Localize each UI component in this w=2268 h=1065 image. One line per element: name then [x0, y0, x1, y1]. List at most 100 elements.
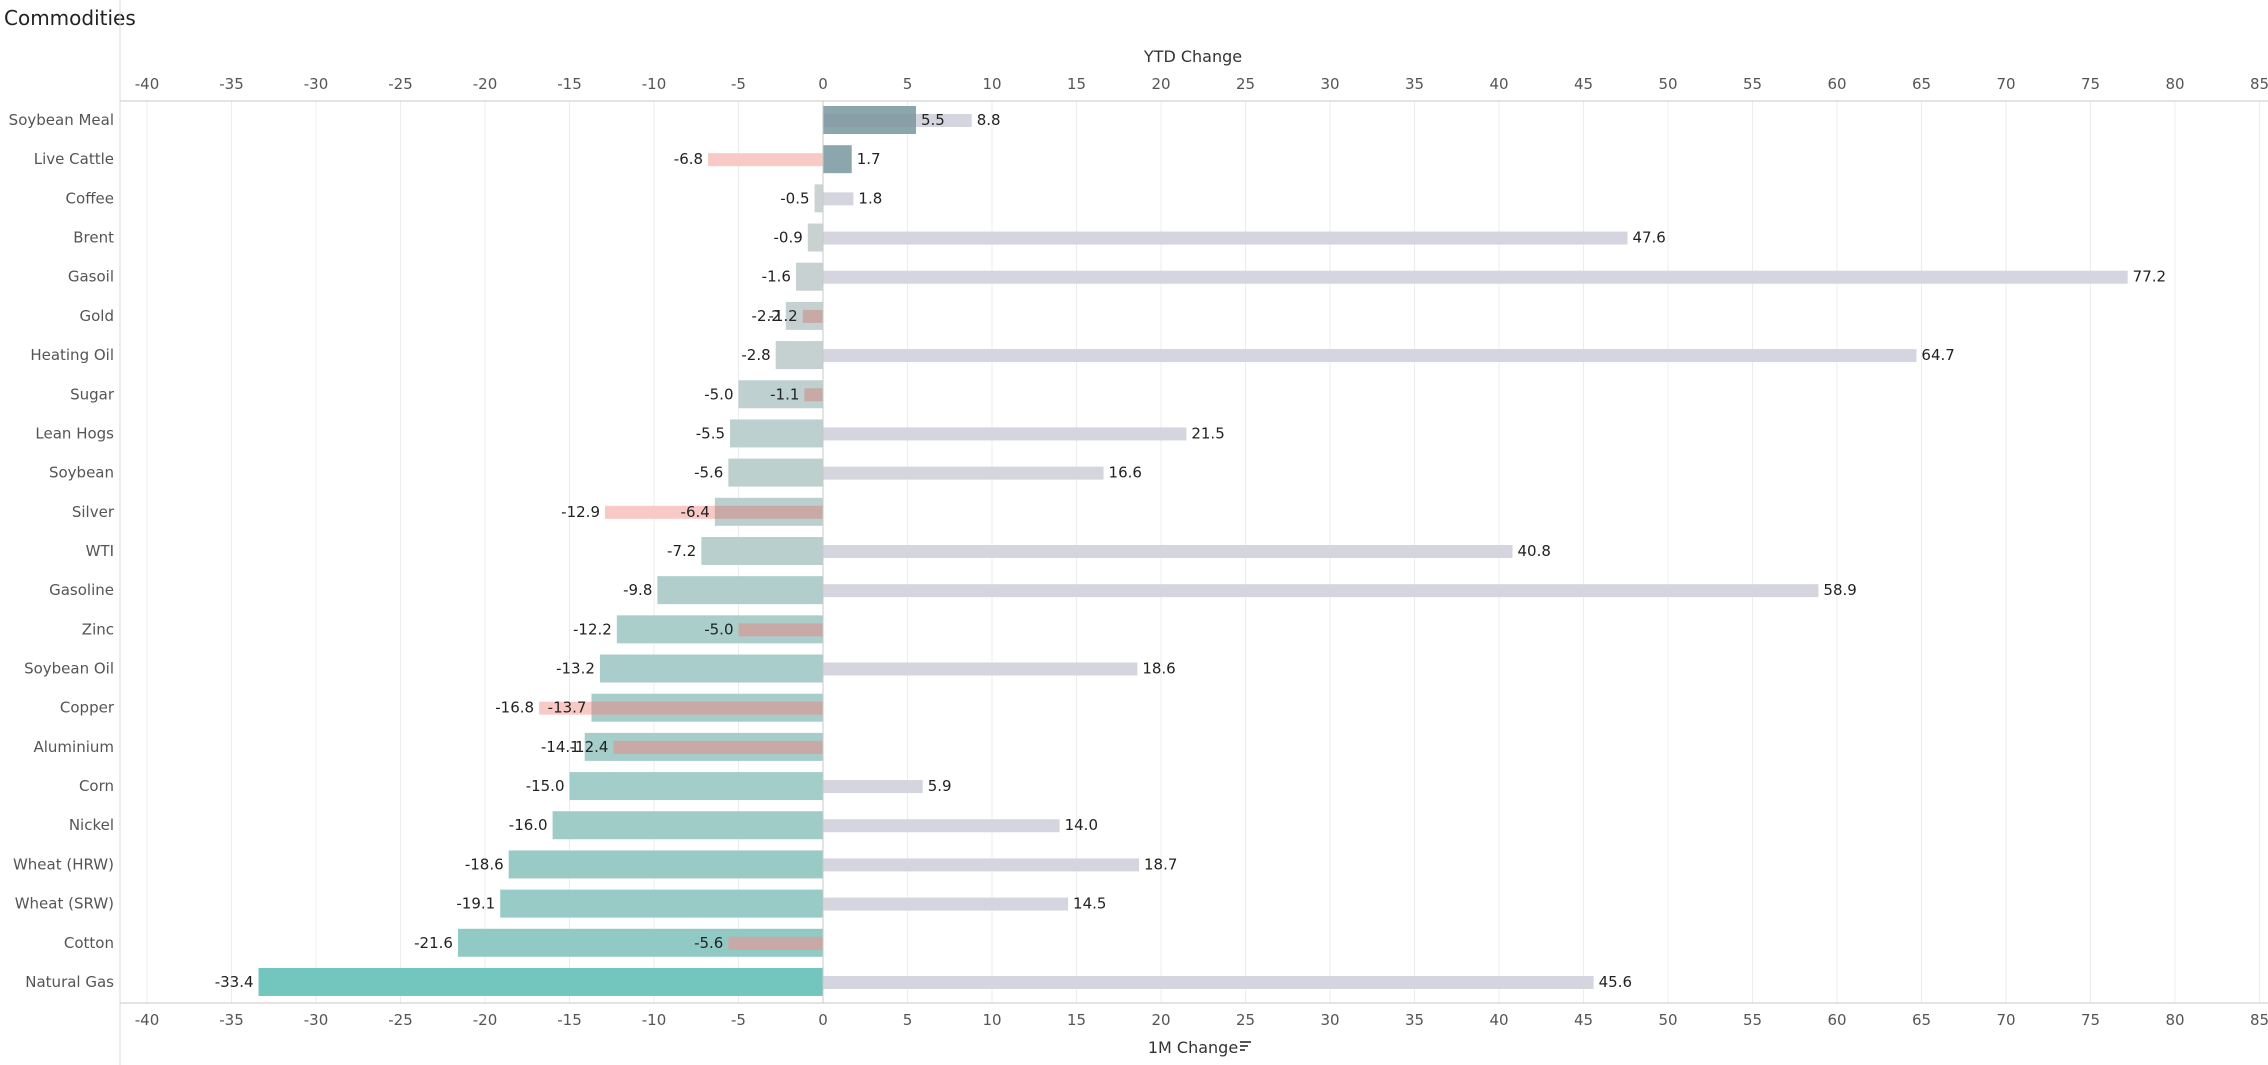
ytd-value-label: 8.8: [977, 111, 1001, 129]
bottom-tick-label: -5: [731, 1011, 746, 1029]
ytd-value-label: 64.7: [1921, 346, 1954, 364]
bottom-tick-label: 20: [1151, 1011, 1170, 1029]
top-tick-label: 40: [1489, 75, 1508, 93]
bottom-tick-label: -10: [642, 1011, 667, 1029]
bottom-tick-label: 60: [1827, 1011, 1846, 1029]
top-tick-label: -20: [473, 75, 498, 93]
bottom-tick-label: -25: [388, 1011, 413, 1029]
ytd-bar: [708, 153, 823, 167]
bottom-tick-label: 80: [2165, 1011, 2184, 1029]
month-value-label: -0.9: [774, 229, 803, 247]
top-tick-label: -30: [304, 75, 329, 93]
category-label: Lean Hogs: [35, 424, 114, 442]
ytd-overlap-bar: [802, 309, 823, 323]
category-label: Gasoline: [49, 581, 114, 599]
bottom-tick-label: 55: [1743, 1011, 1762, 1029]
top-tick-label: 55: [1743, 75, 1762, 93]
category-label: Soybean: [49, 464, 114, 482]
bottom-tick-label: -20: [473, 1011, 498, 1029]
ytd-value-label: -1.2: [768, 307, 797, 325]
chart-title: Commodities: [4, 6, 136, 30]
category-label: Gasoil: [68, 268, 114, 286]
month-value-label: -6.4: [681, 503, 710, 521]
category-label: Gold: [80, 307, 115, 325]
bottom-tick-label: 50: [1658, 1011, 1677, 1029]
ytd-value-label: 58.9: [1823, 581, 1856, 599]
ytd-value-label: 21.5: [1191, 424, 1224, 442]
ytd-value-label: 45.6: [1599, 973, 1632, 991]
category-labels: Soybean Meal Live Cattle Coffee Brent Gasoil…: [9, 111, 115, 991]
ytd-bar: [823, 192, 854, 206]
ytd-bar: [823, 231, 1628, 245]
month-value-label: -12.2: [573, 620, 612, 638]
ytd-overlap-bar: [804, 388, 823, 402]
month-value-label: -2.2: [752, 307, 781, 325]
ytd-bar: [823, 584, 1819, 598]
ytd-bar: [823, 780, 923, 794]
ytd-value-label: 14.0: [1065, 816, 1098, 834]
month-bar: [730, 419, 823, 448]
top-tick-label: -10: [642, 75, 667, 93]
ytd-value-label: -6.8: [674, 150, 703, 168]
month-bar: [552, 811, 823, 840]
ytd-bar: [823, 349, 1917, 363]
bottom-tick-label: 0: [818, 1011, 828, 1029]
sort-descending-icon[interactable]: [1240, 1041, 1251, 1051]
month-bar: [728, 458, 823, 487]
ytd-value-label: 18.6: [1142, 660, 1175, 678]
ytd-overlap-bar: [738, 623, 823, 637]
top-tick-label: 10: [982, 75, 1001, 93]
month-bar: [701, 536, 823, 565]
category-label: WTI: [86, 542, 114, 560]
month-bar: [657, 576, 823, 605]
month-value-label: -13.2: [556, 660, 595, 678]
bottom-axis-title: 1M Change: [1148, 1038, 1238, 1057]
month-value-label: 1.7: [857, 150, 881, 168]
ytd-bar: [823, 427, 1187, 441]
top-tick-label: 0: [818, 75, 828, 93]
month-value-label: -5.6: [694, 464, 723, 482]
axes: YTD Change 1M Change: [119, 0, 2268, 1065]
top-tick-label: 5: [903, 75, 913, 93]
ytd-value-label: 14.5: [1073, 895, 1106, 913]
top-tick-label: 45: [1574, 75, 1593, 93]
data-labels: 5.5 8.8 1.7 -6.8 -0.5 1.8 -0.9 47.6 -1.6 77.2 -2.2…: [215, 111, 2166, 991]
bottom-tick-label: 5: [903, 1011, 913, 1029]
category-label: Sugar: [70, 385, 115, 403]
category-label: Soybean Meal: [9, 111, 114, 129]
top-tick-label: -15: [557, 75, 582, 93]
month-bar: [258, 967, 823, 996]
month-value-label: -7.2: [667, 542, 696, 560]
month-value-label: -15.0: [526, 777, 565, 795]
category-label: Silver: [72, 503, 115, 521]
month-value-label: -1.6: [762, 268, 791, 286]
month-value-label: -0.5: [780, 189, 809, 207]
ytd-value-label: 1.8: [858, 189, 882, 207]
top-tick-label: 25: [1236, 75, 1255, 93]
bottom-tick-label: 30: [1320, 1011, 1339, 1029]
ytd-value-label: -5.6: [694, 934, 723, 952]
bottom-tick-label: 25: [1236, 1011, 1255, 1029]
month-bar: [795, 262, 823, 291]
category-label: Nickel: [69, 816, 114, 834]
month-bar: [823, 145, 852, 174]
month-value-label: -33.4: [215, 973, 254, 991]
category-label: Wheat (SRW): [15, 895, 114, 913]
month-value-label: -21.6: [414, 934, 453, 952]
ytd-bars: [539, 114, 2128, 989]
month-value-label: -5.0: [704, 385, 733, 403]
ytd-bar: [823, 897, 1069, 911]
ytd-value-label: -12.4: [570, 738, 609, 756]
ytd-value-label: -5.0: [704, 620, 733, 638]
top-axis-title: YTD Change: [1143, 47, 1242, 66]
bottom-tick-label: 35: [1405, 1011, 1424, 1029]
top-tick-label: 20: [1151, 75, 1170, 93]
bottom-tick-label: 10: [982, 1011, 1001, 1029]
ytd-bar: [823, 819, 1060, 833]
top-tick-label: -40: [135, 75, 160, 93]
category-label: Live Cattle: [34, 150, 114, 168]
top-tick-label: 85: [2250, 75, 2268, 93]
ytd-overlap-bar: [714, 505, 823, 519]
top-tick-label: -35: [219, 75, 244, 93]
